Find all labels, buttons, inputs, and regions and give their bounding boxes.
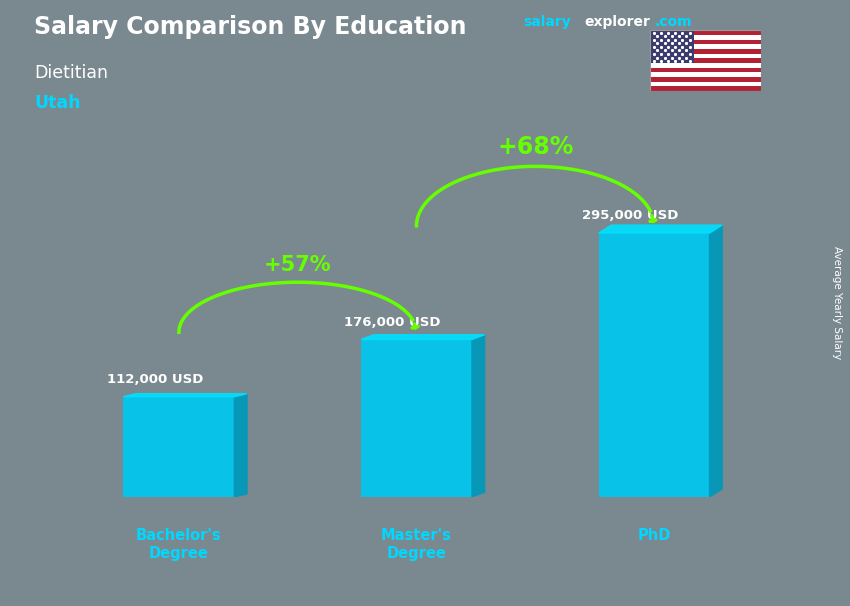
Text: Dietitian: Dietitian [34,64,108,82]
Text: Average Yearly Salary: Average Yearly Salary [832,247,842,359]
Text: 176,000 USD: 176,000 USD [344,316,441,328]
Text: 112,000 USD: 112,000 USD [107,373,203,386]
Polygon shape [710,225,722,497]
Text: explorer: explorer [584,15,649,29]
Bar [650,30,761,35]
Text: salary: salary [523,15,570,29]
Polygon shape [123,394,247,397]
Bar [650,35,761,39]
Bar [650,39,761,44]
Text: Salary Comparison By Education: Salary Comparison By Education [34,15,467,39]
Polygon shape [361,335,484,339]
FancyBboxPatch shape [123,397,235,497]
Bar [650,82,761,86]
Text: +57%: +57% [264,255,332,275]
Text: Bachelor's
Degree: Bachelor's Degree [136,528,222,561]
Bar [650,30,694,63]
Bar [650,72,761,77]
Bar [650,53,761,58]
Polygon shape [598,225,722,233]
Text: PhD: PhD [638,528,671,543]
FancyBboxPatch shape [598,233,710,497]
Bar [650,58,761,63]
Text: .com: .com [654,15,692,29]
Polygon shape [472,335,484,497]
Text: 295,000 USD: 295,000 USD [582,209,678,222]
Polygon shape [235,394,247,497]
Bar [650,49,761,53]
Bar [650,63,761,68]
FancyBboxPatch shape [361,339,472,497]
Bar [650,77,761,82]
Text: +68%: +68% [497,135,574,159]
Bar [650,44,761,49]
Text: Utah: Utah [34,94,81,112]
Bar [650,68,761,72]
Text: Master's
Degree: Master's Degree [381,528,452,561]
Bar [650,86,761,91]
